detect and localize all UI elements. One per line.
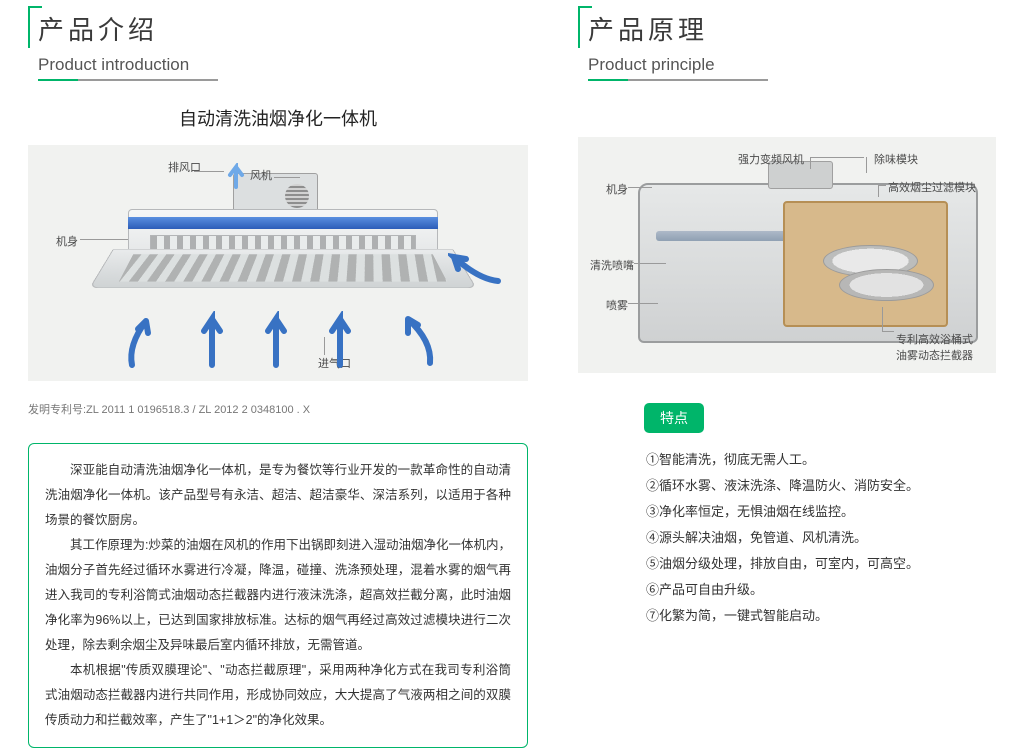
- section-title-en: Product principle: [588, 55, 996, 75]
- airflow-arrow-icon: [196, 311, 228, 369]
- exhaust-arrow-icon: [226, 163, 246, 189]
- description-box: 深亚能自动清洗油烟净化一体机，是专为餐饮等行业开发的一款革命性的自动清洗油烟净化…: [28, 443, 528, 748]
- label-fan: 风机: [250, 167, 272, 183]
- section-header-intro: 产品介绍 Product introduction: [28, 10, 528, 81]
- feature-item: ②循环水雾、液沫洗涤、降温防火、消防安全。: [646, 473, 996, 499]
- airflow-arrow-icon: [388, 313, 438, 369]
- label-filter: 高效烟尘过滤模块: [888, 179, 976, 195]
- label-interceptor2: 油雾动态拦截器: [896, 347, 973, 363]
- desc-paragraph: 其工作原理为:炒菜的油烟在风机的作用下出锅即刻进入湿动油烟净化一体机内，油烟分子…: [45, 533, 511, 658]
- label-interceptor1: 专利高效浴桶式: [896, 331, 973, 347]
- airflow-arrow-icon: [448, 245, 504, 289]
- principle-diagram: 机身 强力变频风机 除味模块 高效烟尘过滤模块 清洗喷嘴 喷雾 专利高效浴桶式 …: [578, 137, 996, 373]
- feature-item: ④源头解决油烟，免管道、风机清洗。: [646, 525, 996, 551]
- label-body: 机身: [56, 233, 78, 249]
- label-body: 机身: [606, 181, 628, 197]
- patent-note: 发明专利号:ZL 2011 1 0196518.3 / ZL 2012 2 03…: [28, 401, 528, 417]
- product-introduction-column: 产品介绍 Product introduction 自动清洗油烟净化一体机 排风…: [28, 10, 528, 748]
- airflow-arrow-icon: [324, 311, 356, 369]
- bracket-icon: [28, 6, 42, 48]
- product-title: 自动清洗油烟净化一体机: [28, 105, 528, 131]
- label-odor: 除味模块: [874, 151, 918, 167]
- product-diagram: 排风口 风机 机身 进气口: [28, 145, 528, 381]
- airflow-arrow-icon: [124, 315, 168, 369]
- label-nozzle: 清洗喷嘴: [590, 257, 634, 273]
- cutaway-illustration: [638, 183, 978, 343]
- label-spray: 喷雾: [606, 297, 628, 313]
- feature-item: ⑥产品可自由升级。: [646, 577, 996, 603]
- desc-paragraph: 深亚能自动清洗油烟净化一体机，是专为餐饮等行业开发的一款革命性的自动清洗油烟净化…: [45, 458, 511, 533]
- label-exhaust: 排风口: [168, 159, 201, 175]
- features-list: ①智能清洗，彻底无需人工。 ②循环水雾、液沫洗涤、降温防火、消防安全。 ③净化率…: [646, 447, 996, 629]
- feature-item: ③净化率恒定，无惧油烟在线监控。: [646, 499, 996, 525]
- features-badge: 特点: [644, 403, 704, 433]
- underline-icon: [38, 79, 528, 81]
- feature-item: ①智能清洗，彻底无需人工。: [646, 447, 996, 473]
- desc-paragraph: 本机根据"传质双膜理论"、"动态拦截原理"，采用两种净化方式在我司专利浴筒式油烟…: [45, 658, 511, 733]
- hood-illustration: [128, 209, 438, 319]
- airflow-arrow-icon: [260, 311, 292, 369]
- section-title-zh: 产品介绍: [38, 10, 528, 47]
- section-title-en: Product introduction: [38, 55, 528, 75]
- product-principle-column: 产品原理 Product principle 机身 强力变频风机 除味模块 高效…: [578, 10, 996, 748]
- section-title-zh: 产品原理: [588, 10, 996, 47]
- underline-icon: [588, 79, 996, 81]
- section-header-principle: 产品原理 Product principle: [578, 10, 996, 81]
- label-fan: 强力变频风机: [738, 151, 804, 167]
- bracket-icon: [578, 6, 592, 48]
- feature-item: ⑦化繁为简，一键式智能启动。: [646, 603, 996, 629]
- feature-item: ⑤油烟分级处理，排放自由，可室内，可高空。: [646, 551, 996, 577]
